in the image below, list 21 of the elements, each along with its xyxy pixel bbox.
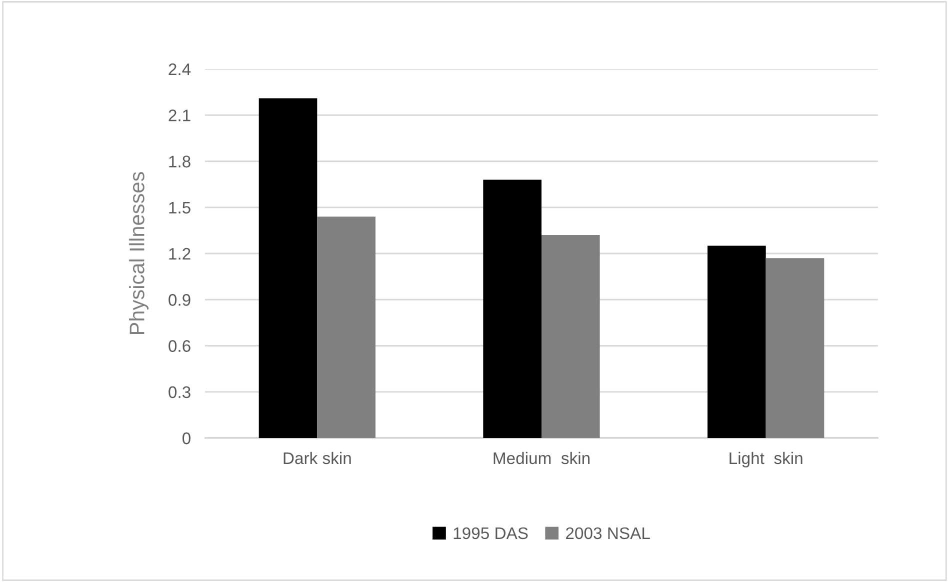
y-tick-label: 1.2 <box>169 248 190 260</box>
bar <box>542 235 600 438</box>
y-tick-label: 2.4 <box>168 63 191 76</box>
bar <box>317 216 376 438</box>
y-axis-title: Physical Illnesses <box>129 172 148 334</box>
legend-label: 1995 DAS <box>454 527 528 540</box>
bar <box>708 246 766 438</box>
y-tick-label: 0.6 <box>168 340 190 352</box>
y-tick-label: 2.1 <box>168 110 190 122</box>
bar <box>766 258 824 438</box>
x-tick-label: Medium skin <box>494 452 590 464</box>
y-tick-label: 0 <box>182 432 190 444</box>
y-tick-label: 1.8 <box>169 156 190 168</box>
x-tick-label: Dark skin <box>284 452 351 464</box>
bar <box>483 180 542 438</box>
y-tick-label: 1.5 <box>169 202 190 214</box>
y-tick-label: 0.3 <box>168 386 190 398</box>
y-tick-label: 0.9 <box>168 294 190 306</box>
x-tick-label: Light skin <box>730 452 802 468</box>
legend-label: 2003 NSAL <box>566 527 650 540</box>
bar <box>258 98 318 438</box>
